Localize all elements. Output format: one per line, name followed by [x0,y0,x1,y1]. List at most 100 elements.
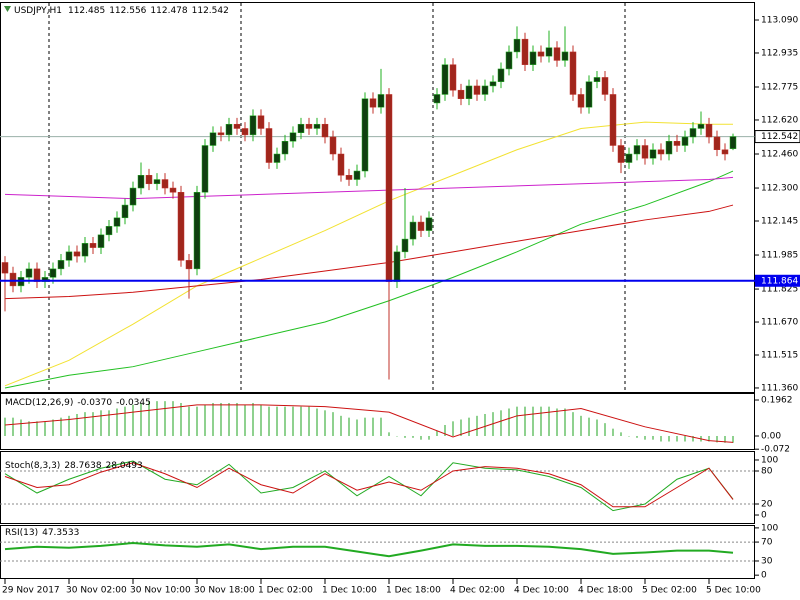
macd-header: MACD(12,26,9) -0.0370 -0.0345 [5,398,151,408]
macd-bar [532,406,534,436]
candle-body [537,51,545,57]
x-tick-label: 29 Nov 2017 [2,586,60,596]
symbol: USDJPY,H1 [14,6,62,16]
y-tick-label: 112.460 [761,150,798,160]
macd-bar [420,435,422,440]
y-tick-label: 112.935 [761,48,798,58]
macd-bar [348,417,350,436]
macd-bar [380,417,382,436]
rsi-readout: 47.3533 [42,528,79,538]
candle-body [145,175,153,185]
candle-body [313,123,321,129]
macd-bar [364,417,366,436]
symbol-icon [4,6,11,12]
macd-bar [660,435,662,442]
stoch-header: Stoch(8,3,3) 28.7638 28.0493 [5,461,143,471]
candle-body [369,98,377,108]
candle-body [697,123,705,129]
macd-bar [148,401,150,436]
macd-bar [228,402,230,436]
candle-body [569,51,577,95]
macd-bar [340,415,342,436]
macd-bar [668,435,670,442]
macd-bar [44,421,46,436]
candle-body [193,192,201,270]
macd-bar [644,435,646,440]
candle-body [297,123,305,133]
candle-body [65,251,73,261]
candle-body [241,128,249,136]
candle-body [609,94,617,146]
y-tick-label: 112.620 [761,115,798,125]
candle-body [169,187,177,193]
macd-bar [460,419,462,436]
candle-body [449,64,457,91]
candle-body [505,51,513,70]
candle-body [345,175,353,180]
macd-bar [252,402,254,436]
candle-body [329,136,337,155]
x-tick-label: 30 Nov 18:00 [194,586,255,596]
candle-body [473,85,481,95]
candle-body [81,243,89,257]
macd-signal-readout: -0.0345 [116,398,151,408]
y-tick-label: 30 [761,556,773,566]
macd-bar [468,417,470,436]
candle-body [121,204,129,219]
macd-label: MACD(12,26,9) [5,398,73,408]
macd-bar [20,419,22,436]
macd-bar [284,406,286,436]
macd-bar [476,415,478,436]
candle-body [577,94,585,108]
candle-body [225,123,233,136]
candle-body [385,94,393,282]
price-label: 112.542 [761,132,798,142]
candle-body [633,145,641,155]
x-tick-label: 5 Dec 02:00 [642,586,697,596]
macd-bar [372,417,374,436]
macd-bar [708,435,710,442]
macd-bar [292,406,294,436]
macd-bar [212,402,214,436]
macd-bar [244,404,246,436]
macd-bar [524,406,526,436]
candle-body [201,145,209,193]
candle-body [217,132,225,136]
y-tick-label: 112.300 [761,184,798,194]
stoch-panel [0,451,755,524]
y-tick-label: 113.090 [761,16,798,26]
candle-body [289,132,297,142]
y-tick-label: 111.825 [761,285,798,295]
macd-bar [124,406,126,436]
macd-bar [564,408,566,436]
y-tick-label: 80 [761,466,773,476]
macd-bar [324,410,326,436]
candle-body [545,47,553,57]
close: 112.542 [192,6,229,16]
macd-bar [628,435,630,437]
candle-body [89,243,97,248]
macd-bar [572,412,574,436]
candle-body [161,179,169,189]
macd-bar [236,402,238,436]
macd-bar [36,421,38,436]
hline-label: 111.864 [761,276,798,286]
macd-bar [516,406,518,436]
macd-bar [540,406,542,436]
candle-body [321,123,329,138]
candle-body [713,136,721,151]
y-tick-label: 112.775 [761,83,798,93]
macd-bar [548,406,550,436]
candle-body [33,268,41,282]
macd-bar [620,432,622,436]
candle-body [393,251,401,282]
candle-body [617,145,625,163]
candle-body [729,136,737,149]
candle-body [361,98,369,172]
candle-body [153,179,161,185]
x-tick-label: 4 Dec 10:00 [514,586,569,596]
macd-bar [452,421,454,436]
low: 112.478 [150,6,187,16]
high: 112.556 [109,6,146,16]
candle-body [249,115,257,136]
